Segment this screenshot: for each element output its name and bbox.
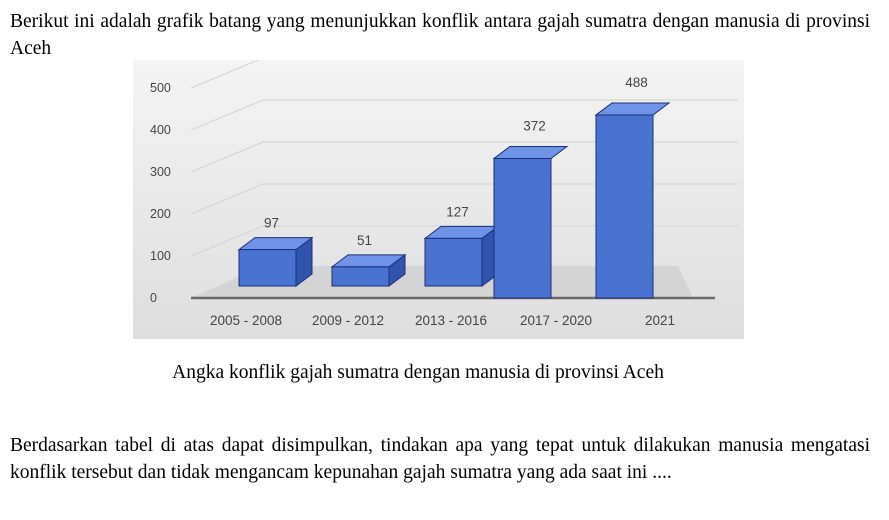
gridline [190, 99, 738, 131]
data-label: 488 [625, 75, 648, 90]
data-label: 97 [264, 216, 279, 231]
bar [331, 266, 390, 287]
y-tick-label: 400 [150, 123, 171, 137]
bar-top [492, 146, 569, 159]
y-tick-label: 300 [150, 165, 171, 179]
bar-chart: 0 100 200 300 400 500 97 2005 - 2008 51 2009 - 20… [133, 60, 744, 339]
y-tick-label: 500 [150, 81, 171, 95]
gridline [190, 60, 260, 89]
question-text: Berdasarkan tabel di atas dapat disimpul… [10, 435, 870, 483]
data-label: 127 [446, 204, 469, 219]
x-category-label: 2005 - 2008 [210, 313, 282, 328]
x-category-label: 2021 [645, 313, 675, 328]
bar-top [594, 102, 671, 116]
chart-caption: Angka konflik gajah sumatra dengan manus… [172, 362, 664, 383]
gridline [190, 183, 738, 215]
x-category-label: 2017 - 2020 [520, 313, 592, 328]
y-tick-label: 100 [150, 249, 171, 263]
x-category-label: 2009 - 2012 [312, 313, 384, 328]
intro-text: Berikut ini adalah grafik batang yang me… [10, 11, 870, 59]
data-label: 372 [523, 119, 546, 134]
gridline [190, 141, 738, 173]
y-tick-label: 200 [150, 207, 171, 221]
x-category-label: 2013 - 2016 [415, 313, 487, 328]
data-label: 51 [357, 233, 372, 248]
bar [493, 158, 552, 299]
bar-chart-svg: 0 100 200 300 400 500 97 2005 - 2008 51 2009 - 20… [150, 60, 738, 328]
bar [424, 237, 483, 287]
bar [595, 114, 654, 299]
bar [238, 249, 297, 287]
gridline [190, 225, 738, 257]
y-tick-label: 0 [150, 291, 157, 305]
